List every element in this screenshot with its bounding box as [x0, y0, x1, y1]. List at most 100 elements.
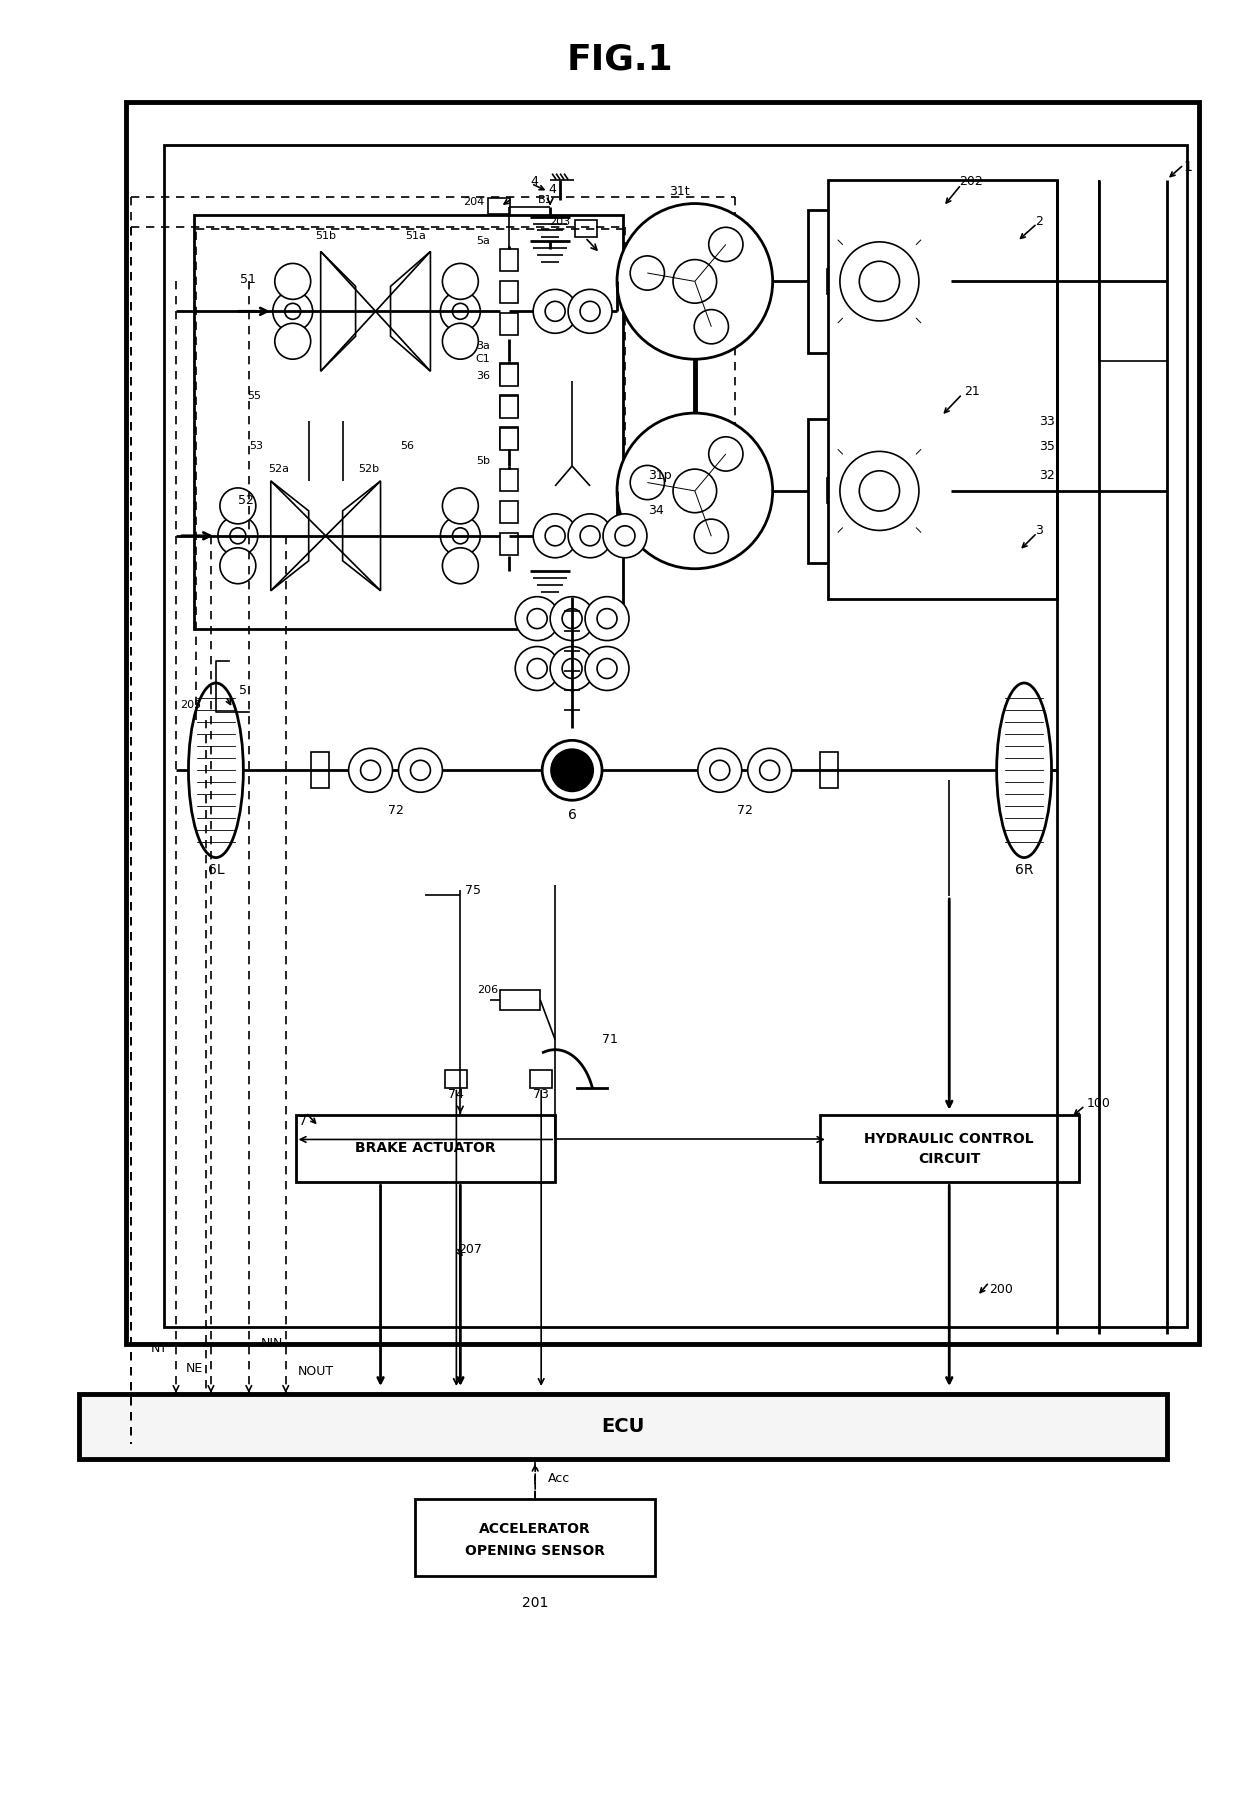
- Circle shape: [694, 309, 728, 345]
- Bar: [827, 477, 846, 503]
- Bar: [807, 418, 951, 564]
- Bar: [820, 1115, 1079, 1183]
- Text: 56: 56: [401, 442, 414, 451]
- Circle shape: [551, 646, 594, 691]
- Circle shape: [603, 513, 647, 558]
- Circle shape: [760, 761, 780, 781]
- Text: 7: 7: [299, 1115, 306, 1127]
- Polygon shape: [270, 481, 309, 591]
- Text: 51: 51: [241, 273, 255, 285]
- Bar: [500, 427, 518, 451]
- Bar: [311, 752, 329, 788]
- Circle shape: [839, 242, 919, 321]
- Circle shape: [398, 749, 443, 792]
- Text: NIN: NIN: [260, 1337, 283, 1350]
- Circle shape: [585, 646, 629, 691]
- Bar: [827, 180, 1056, 600]
- Text: 53: 53: [249, 442, 263, 451]
- Bar: [531, 1070, 552, 1088]
- Bar: [500, 250, 518, 271]
- Text: 6R: 6R: [1014, 863, 1033, 878]
- Bar: [500, 427, 518, 449]
- Circle shape: [285, 303, 301, 320]
- Text: 35: 35: [1039, 440, 1055, 452]
- Circle shape: [568, 289, 613, 334]
- Text: 201: 201: [522, 1596, 548, 1610]
- Text: B1: B1: [538, 194, 553, 205]
- Text: 72: 72: [737, 804, 753, 817]
- Text: 36: 36: [476, 372, 490, 381]
- Ellipse shape: [188, 682, 243, 858]
- Circle shape: [859, 470, 899, 512]
- Circle shape: [533, 289, 577, 334]
- Circle shape: [527, 609, 547, 628]
- Text: 207: 207: [459, 1242, 482, 1256]
- Text: 33: 33: [1039, 415, 1055, 427]
- Circle shape: [440, 291, 480, 332]
- Circle shape: [533, 513, 577, 558]
- Circle shape: [694, 519, 728, 553]
- Text: 5a: 5a: [476, 237, 490, 246]
- Text: 75: 75: [465, 883, 481, 896]
- Circle shape: [219, 547, 255, 583]
- Text: 205: 205: [180, 700, 201, 711]
- Text: 72: 72: [388, 804, 403, 817]
- Text: 4: 4: [531, 176, 538, 188]
- Text: 3a: 3a: [476, 341, 490, 352]
- Circle shape: [630, 465, 665, 499]
- Bar: [500, 533, 518, 555]
- Text: BRAKE ACTUATOR: BRAKE ACTUATOR: [355, 1142, 496, 1156]
- Circle shape: [275, 323, 311, 359]
- Circle shape: [443, 547, 479, 583]
- Bar: [500, 364, 518, 386]
- Circle shape: [839, 451, 919, 531]
- Circle shape: [453, 303, 469, 320]
- Bar: [827, 269, 846, 294]
- Bar: [193, 215, 622, 628]
- Circle shape: [673, 468, 717, 513]
- Bar: [415, 1499, 655, 1576]
- Text: Acc: Acc: [548, 1472, 570, 1484]
- Bar: [126, 102, 1199, 1344]
- Circle shape: [275, 264, 311, 300]
- Circle shape: [618, 203, 773, 359]
- Text: 202: 202: [960, 176, 983, 188]
- Circle shape: [443, 323, 479, 359]
- Text: CIRCUIT: CIRCUIT: [918, 1152, 981, 1167]
- Circle shape: [709, 761, 730, 781]
- Polygon shape: [342, 481, 381, 591]
- Bar: [500, 468, 518, 490]
- Circle shape: [618, 413, 773, 569]
- Circle shape: [596, 609, 618, 628]
- Text: NT: NT: [151, 1343, 167, 1355]
- Text: 51b: 51b: [315, 232, 336, 242]
- Circle shape: [546, 302, 565, 321]
- Circle shape: [698, 749, 742, 792]
- Bar: [914, 477, 931, 503]
- Circle shape: [630, 257, 665, 291]
- Circle shape: [748, 749, 791, 792]
- Circle shape: [348, 749, 393, 792]
- Circle shape: [859, 262, 899, 302]
- Text: 100: 100: [1087, 1097, 1111, 1109]
- Bar: [870, 312, 888, 337]
- Text: 21: 21: [965, 384, 980, 398]
- Circle shape: [273, 291, 312, 332]
- Circle shape: [218, 515, 258, 556]
- Text: 203: 203: [549, 217, 570, 226]
- Circle shape: [562, 659, 582, 679]
- Text: 3: 3: [1035, 524, 1043, 537]
- Text: ACCELERATOR: ACCELERATOR: [480, 1522, 591, 1535]
- Text: NOUT: NOUT: [298, 1366, 334, 1379]
- Circle shape: [615, 526, 635, 546]
- Bar: [489, 197, 510, 214]
- Bar: [500, 989, 541, 1011]
- Circle shape: [542, 740, 603, 801]
- Circle shape: [709, 228, 743, 262]
- Text: 74: 74: [449, 1088, 464, 1100]
- Bar: [500, 314, 518, 336]
- Text: 6: 6: [568, 808, 577, 822]
- Circle shape: [673, 260, 717, 303]
- Circle shape: [568, 513, 613, 558]
- Text: 52: 52: [238, 494, 254, 508]
